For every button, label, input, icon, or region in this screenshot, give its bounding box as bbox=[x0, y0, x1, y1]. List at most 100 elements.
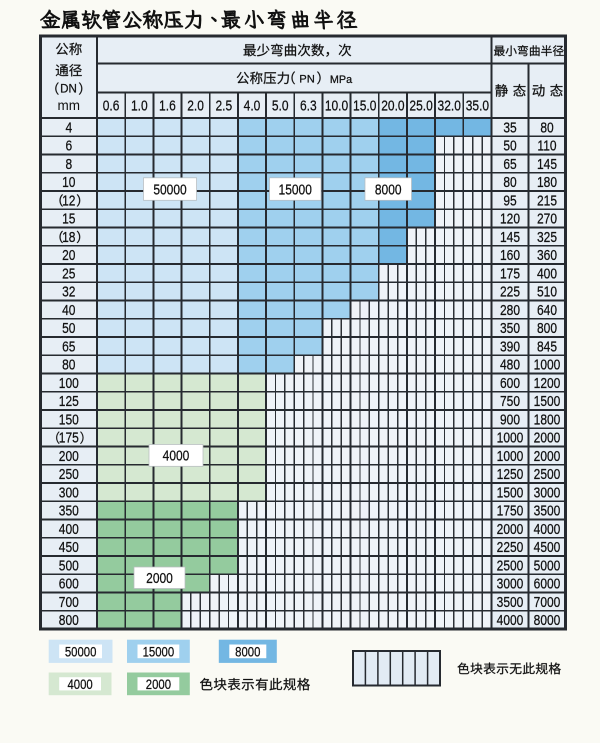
svg-text:2000: 2000 bbox=[534, 429, 561, 446]
svg-text:8: 8 bbox=[65, 156, 72, 173]
svg-text:215: 215 bbox=[537, 192, 557, 209]
svg-text:4000: 4000 bbox=[497, 612, 524, 629]
svg-text:35.0: 35.0 bbox=[466, 97, 490, 114]
svg-text:5000: 5000 bbox=[534, 557, 561, 574]
svg-text:800: 800 bbox=[59, 612, 79, 629]
svg-text:900: 900 bbox=[500, 411, 520, 428]
svg-text:35: 35 bbox=[503, 119, 516, 136]
svg-text:7000: 7000 bbox=[534, 594, 561, 611]
svg-text:600: 600 bbox=[59, 575, 79, 592]
svg-text:mm: mm bbox=[58, 98, 81, 113]
svg-text:65: 65 bbox=[62, 338, 75, 355]
svg-text:325: 325 bbox=[537, 229, 557, 246]
svg-text:1.0: 1.0 bbox=[131, 97, 148, 114]
svg-text:50: 50 bbox=[503, 137, 517, 154]
svg-text:125: 125 bbox=[59, 393, 79, 410]
svg-text:110: 110 bbox=[537, 137, 557, 154]
svg-text:4: 4 bbox=[65, 119, 72, 136]
svg-text:3500: 3500 bbox=[497, 594, 524, 611]
svg-text:250: 250 bbox=[59, 466, 79, 483]
svg-text:MPa: MPa bbox=[330, 74, 352, 86]
svg-text:5.0: 5.0 bbox=[272, 97, 289, 114]
svg-text:20: 20 bbox=[62, 247, 76, 264]
svg-text:4500: 4500 bbox=[534, 539, 561, 556]
svg-text:15: 15 bbox=[62, 210, 75, 227]
svg-text:15000: 15000 bbox=[143, 643, 175, 660]
svg-text:40: 40 bbox=[62, 302, 76, 319]
svg-text:6000: 6000 bbox=[534, 575, 561, 592]
svg-text:1000: 1000 bbox=[534, 356, 561, 373]
svg-text:80: 80 bbox=[540, 119, 554, 136]
svg-text:DN: DN bbox=[60, 82, 77, 95]
svg-text:8000: 8000 bbox=[534, 612, 561, 629]
svg-text:845: 845 bbox=[537, 338, 557, 355]
svg-text:1200: 1200 bbox=[534, 375, 561, 392]
svg-text:6.3: 6.3 bbox=[300, 97, 317, 114]
svg-text:12: 12 bbox=[62, 192, 75, 209]
svg-text:180: 180 bbox=[537, 174, 557, 191]
svg-text:3000: 3000 bbox=[534, 484, 561, 501]
svg-text:225: 225 bbox=[500, 283, 520, 300]
svg-text:350: 350 bbox=[500, 320, 520, 337]
svg-text:1.6: 1.6 bbox=[159, 97, 176, 114]
svg-text:175: 175 bbox=[500, 265, 520, 282]
svg-text:0.6: 0.6 bbox=[103, 97, 120, 114]
svg-text:4.0: 4.0 bbox=[244, 97, 261, 114]
svg-text:1000: 1000 bbox=[497, 448, 524, 465]
svg-text:25.0: 25.0 bbox=[409, 97, 433, 114]
svg-text:450: 450 bbox=[59, 539, 79, 556]
svg-text:15000: 15000 bbox=[279, 181, 313, 198]
svg-text:6: 6 bbox=[65, 137, 72, 154]
svg-text:510: 510 bbox=[537, 283, 557, 300]
svg-text:10: 10 bbox=[62, 174, 76, 191]
svg-text:1500: 1500 bbox=[497, 484, 524, 501]
svg-text:65: 65 bbox=[503, 156, 516, 173]
svg-text:300: 300 bbox=[59, 484, 79, 501]
svg-text:PN: PN bbox=[299, 74, 315, 86]
svg-text:1250: 1250 bbox=[497, 466, 524, 483]
svg-text:2500: 2500 bbox=[534, 466, 561, 483]
svg-text:280: 280 bbox=[500, 302, 520, 319]
svg-text:50000: 50000 bbox=[153, 181, 187, 198]
svg-text:32: 32 bbox=[62, 283, 75, 300]
svg-text:2000: 2000 bbox=[146, 570, 173, 587]
svg-text:1500: 1500 bbox=[534, 393, 561, 410]
svg-text:2500: 2500 bbox=[497, 557, 524, 574]
svg-text:150: 150 bbox=[59, 411, 79, 428]
svg-text:2.0: 2.0 bbox=[187, 97, 204, 114]
svg-text:2000: 2000 bbox=[534, 448, 561, 465]
svg-text:50000: 50000 bbox=[65, 643, 97, 660]
svg-text:100: 100 bbox=[59, 375, 79, 392]
svg-text:160: 160 bbox=[500, 247, 520, 264]
svg-text:1000: 1000 bbox=[497, 429, 524, 446]
svg-text:4000: 4000 bbox=[534, 521, 561, 538]
svg-text:360: 360 bbox=[537, 247, 557, 264]
svg-text:2250: 2250 bbox=[497, 539, 524, 556]
svg-text:4000: 4000 bbox=[67, 676, 92, 693]
svg-text:700: 700 bbox=[59, 594, 79, 611]
svg-text:95: 95 bbox=[503, 192, 516, 209]
svg-text:2000: 2000 bbox=[146, 676, 171, 693]
svg-text:3000: 3000 bbox=[497, 575, 524, 592]
svg-text:145: 145 bbox=[500, 229, 520, 246]
svg-text:750: 750 bbox=[500, 393, 520, 410]
svg-text:400: 400 bbox=[59, 521, 79, 538]
svg-text:145: 145 bbox=[537, 156, 557, 173]
svg-text:20.0: 20.0 bbox=[381, 97, 405, 114]
svg-text:120: 120 bbox=[500, 210, 520, 227]
svg-text:500: 500 bbox=[59, 557, 79, 574]
svg-text:25: 25 bbox=[62, 265, 75, 282]
svg-text:2.5: 2.5 bbox=[215, 97, 232, 114]
svg-text:1800: 1800 bbox=[534, 411, 561, 428]
svg-text:50: 50 bbox=[62, 320, 76, 337]
svg-text:8000: 8000 bbox=[235, 643, 260, 660]
svg-text:10.0: 10.0 bbox=[325, 97, 349, 114]
svg-text:4000: 4000 bbox=[163, 447, 190, 464]
svg-text:32.0: 32.0 bbox=[438, 97, 462, 114]
svg-text:640: 640 bbox=[537, 302, 557, 319]
svg-text:270: 270 bbox=[537, 210, 557, 227]
svg-text:390: 390 bbox=[500, 338, 520, 355]
svg-text:1750: 1750 bbox=[497, 502, 524, 519]
svg-text:15.0: 15.0 bbox=[353, 97, 377, 114]
svg-text:8000: 8000 bbox=[375, 181, 402, 198]
